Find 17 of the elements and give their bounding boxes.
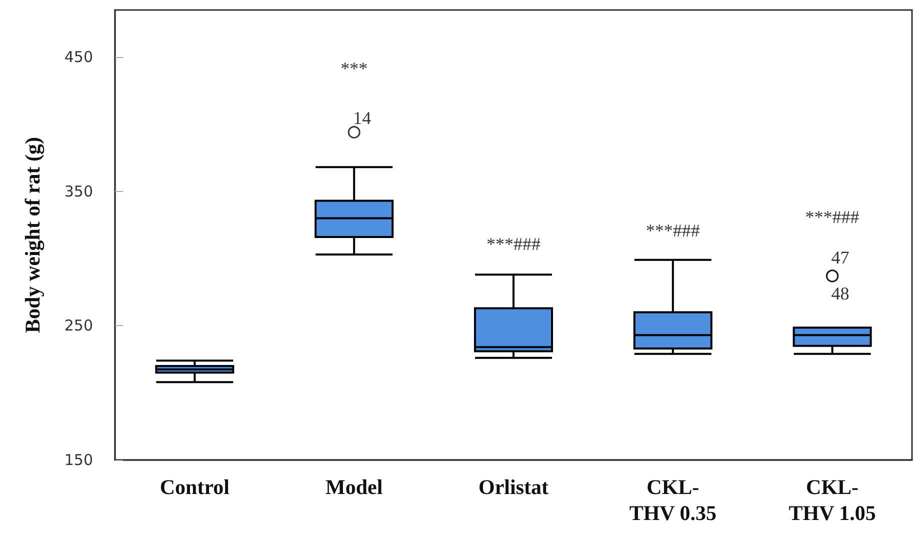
annotation: ***### bbox=[805, 207, 860, 227]
annotation: ***### bbox=[486, 234, 540, 254]
annotation: *** bbox=[340, 58, 368, 78]
x-tick-label: CKL-THV 1.05 bbox=[788, 475, 876, 525]
y-tick-label: 150 bbox=[64, 451, 93, 469]
x-tick-label: Control bbox=[160, 475, 230, 499]
x-tick-label: Model bbox=[326, 475, 383, 499]
x-tick-label: Orlistat bbox=[478, 475, 548, 499]
annotation: ***### bbox=[646, 220, 700, 240]
y-tick-label: 350 bbox=[64, 182, 93, 200]
y-tick-label: 450 bbox=[64, 48, 93, 66]
annotation: 48 bbox=[831, 284, 850, 304]
annotation: 47 bbox=[831, 248, 850, 268]
x-tick-label: CKL-THV 0.35 bbox=[629, 475, 716, 525]
y-axis-title: Body weight of rat (g) bbox=[20, 137, 44, 333]
annotation: 14 bbox=[353, 108, 372, 128]
y-tick-label: 250 bbox=[64, 316, 93, 335]
